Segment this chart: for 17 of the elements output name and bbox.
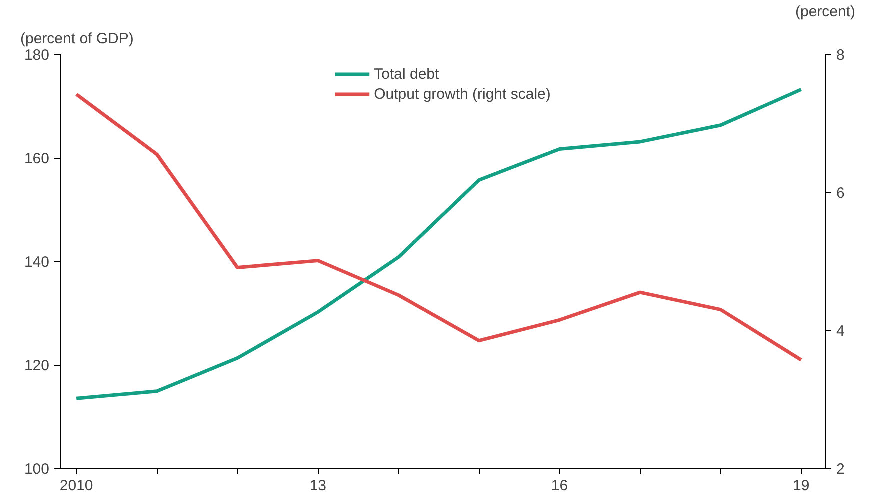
y-axis-title: (percent of GDP) [20, 30, 134, 48]
legend-label: Output growth (right scale) [374, 86, 551, 102]
y2-axis-title: (percent) [795, 4, 856, 20]
x-tick-label: 16 [551, 478, 568, 494]
x-tick-label: 19 [793, 478, 810, 494]
y-tick-label: 160 [24, 150, 50, 168]
x-tick-label: 2010 [60, 478, 94, 494]
y-tick-label: 100 [24, 461, 50, 478]
y2-tick-label: 8 [836, 47, 845, 64]
y-tick-label: 120 [24, 358, 50, 374]
x-tick-label: 13 [310, 478, 327, 494]
y-tick-label: 140 [24, 254, 50, 271]
legend-label: Total debt [374, 66, 440, 82]
y2-tick-label: 2 [836, 461, 845, 478]
y2-tick-label: 6 [836, 185, 845, 202]
y-tick-label: 180 [24, 47, 50, 64]
y2-tick-label: 4 [836, 323, 845, 340]
